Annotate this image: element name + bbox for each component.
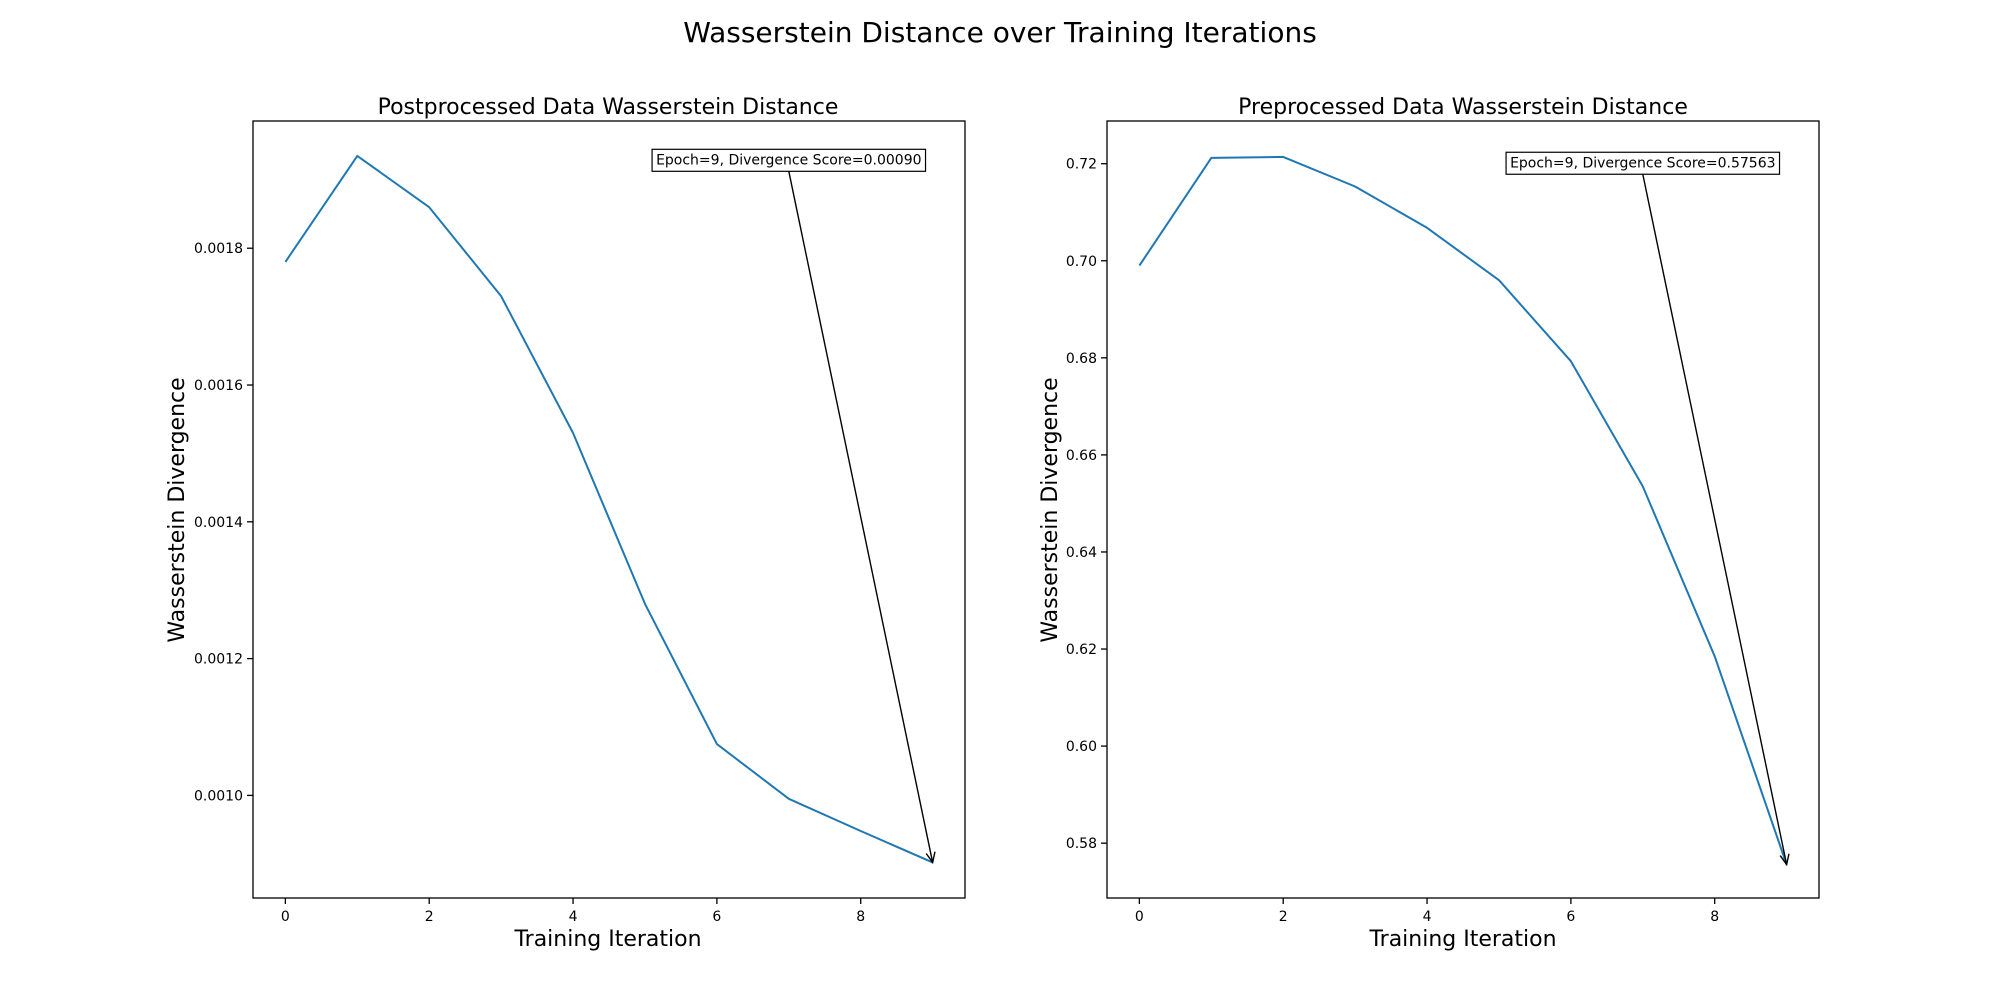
x-tick-label: 2 bbox=[425, 909, 434, 925]
y-tick-label: 0.0016 bbox=[194, 378, 243, 394]
y-tick-label: 0.0010 bbox=[194, 788, 243, 804]
chart-title: Preprocessed Data Wasserstein Distance bbox=[1238, 95, 1688, 120]
y-tick-label: 0.58 bbox=[1066, 836, 1097, 852]
series-line bbox=[1138, 155, 1788, 865]
annotation-arrow bbox=[1642, 174, 1788, 865]
y-tick-label: 0.68 bbox=[1066, 351, 1097, 367]
chart-title: Postprocessed Data Wasserstein Distance bbox=[378, 95, 839, 120]
annotation-arrowhead bbox=[1779, 853, 1790, 867]
series-line bbox=[284, 154, 934, 864]
y-axis-label: Wasserstein Divergence bbox=[1038, 377, 1063, 642]
y-tick-label: 0.66 bbox=[1066, 448, 1097, 464]
chart-preprocessed: Preprocessed Data Wasserstein Distance T… bbox=[1038, 95, 1820, 952]
y-tick-label: 0.64 bbox=[1066, 545, 1097, 561]
x-tick-label: 8 bbox=[856, 909, 865, 925]
y-axis-label: Wasserstein Divergence bbox=[165, 377, 190, 642]
y-tick-label: 0.62 bbox=[1066, 642, 1097, 658]
chart-postprocessed: Postprocessed Data Wasserstein Distance … bbox=[165, 95, 966, 952]
x-tick-label: 6 bbox=[712, 909, 721, 925]
annotation-label: Epoch=9, Divergence Score=0.57563 bbox=[1510, 155, 1775, 171]
x-axis-label: Training Iteration bbox=[1368, 927, 1556, 952]
plot-frame bbox=[252, 120, 966, 899]
annotation-arrow bbox=[788, 171, 934, 863]
y-tick-label: 0.60 bbox=[1066, 739, 1097, 755]
x-axis-label: Training Iteration bbox=[513, 927, 701, 952]
y-tick-label: 0.72 bbox=[1066, 157, 1097, 173]
x-tick-label: 4 bbox=[569, 909, 578, 925]
annotation-arrowhead bbox=[925, 851, 936, 865]
x-tick-label: 4 bbox=[1423, 909, 1432, 925]
y-tick-label: 0.0018 bbox=[194, 241, 243, 257]
y-tick-label: 0.0014 bbox=[194, 515, 243, 531]
x-tick-label: 8 bbox=[1710, 909, 1719, 925]
y-tick-label: 0.0012 bbox=[194, 652, 243, 668]
x-tick-label: 0 bbox=[281, 909, 290, 925]
annotation-label: Epoch=9, Divergence Score=0.00090 bbox=[656, 152, 921, 168]
x-tick-label: 6 bbox=[1566, 909, 1575, 925]
x-tick-label: 2 bbox=[1279, 909, 1288, 925]
figure-title: Wasserstein Distance over Training Itera… bbox=[683, 16, 1317, 49]
x-tick-label: 0 bbox=[1135, 909, 1144, 925]
y-tick-label: 0.70 bbox=[1066, 254, 1097, 270]
plot-frame bbox=[1106, 120, 1820, 899]
